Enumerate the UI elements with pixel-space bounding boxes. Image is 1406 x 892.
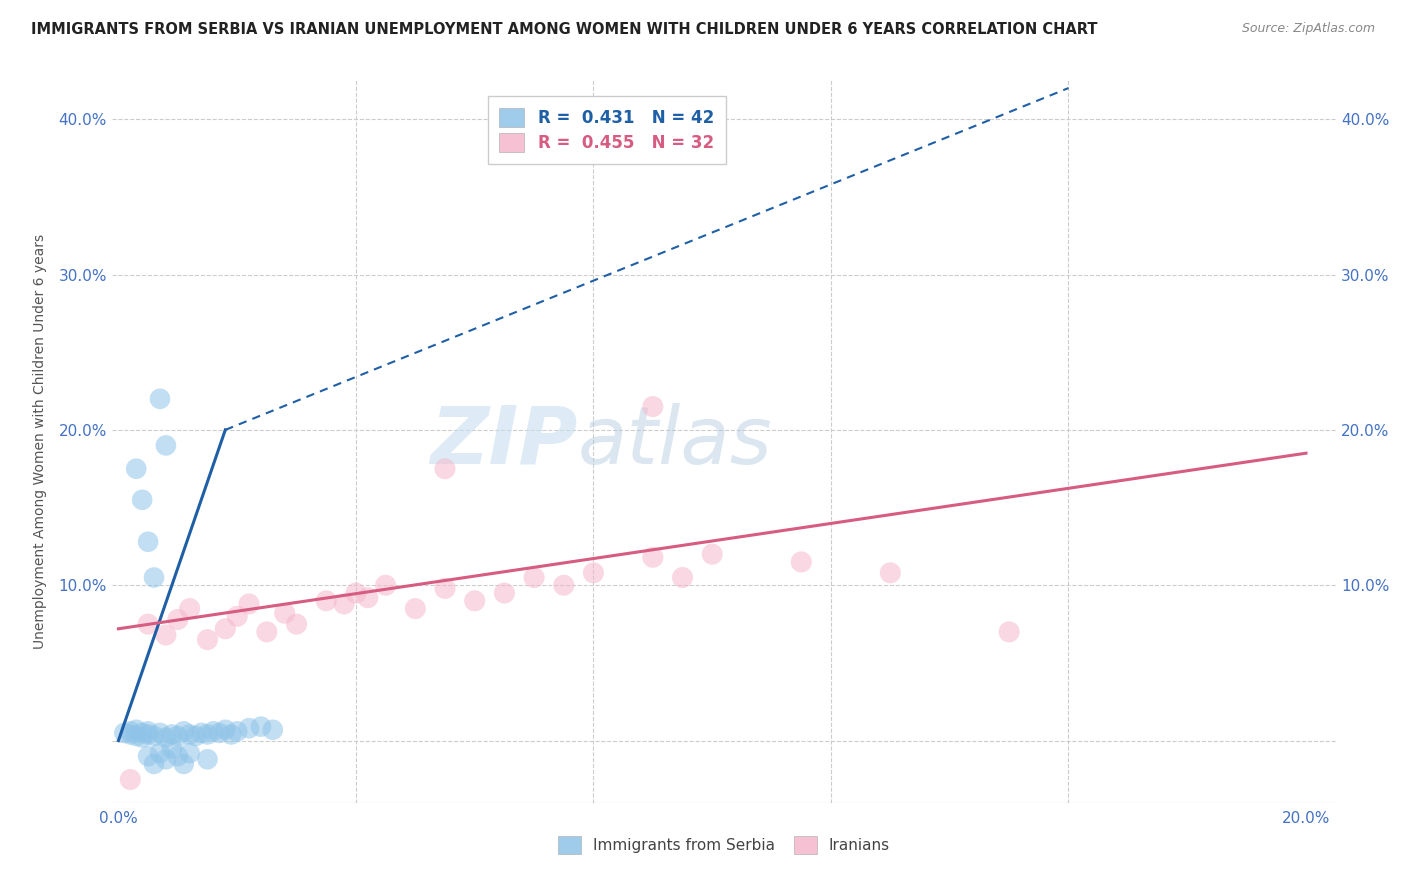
Point	[125, 461, 148, 475]
Point	[149, 726, 172, 740]
Point	[226, 609, 249, 624]
Text: Source: ZipAtlas.com: Source: ZipAtlas.com	[1241, 22, 1375, 36]
Point	[256, 624, 278, 639]
Y-axis label: Unemployment Among Women with Children Under 6 years: Unemployment Among Women with Children U…	[34, 234, 48, 649]
Point	[553, 578, 575, 592]
Point	[120, 724, 142, 739]
Point	[374, 578, 396, 592]
Point	[641, 550, 664, 565]
Point	[160, 727, 183, 741]
Point	[166, 729, 188, 743]
Point	[214, 622, 236, 636]
Point	[197, 632, 219, 647]
Point	[155, 731, 177, 745]
Point	[190, 726, 212, 740]
Point	[494, 586, 516, 600]
Point	[671, 570, 693, 584]
Point	[173, 756, 195, 771]
Point	[131, 726, 153, 740]
Point	[166, 749, 188, 764]
Point	[131, 492, 153, 507]
Point	[143, 570, 166, 584]
Text: ZIP: ZIP	[430, 402, 578, 481]
Point	[179, 727, 201, 741]
Point	[641, 400, 664, 414]
Point	[136, 727, 159, 741]
Point	[179, 601, 201, 615]
Point	[434, 582, 457, 596]
Point	[149, 392, 172, 406]
Point	[790, 555, 813, 569]
Text: IMMIGRANTS FROM SERBIA VS IRANIAN UNEMPLOYMENT AMONG WOMEN WITH CHILDREN UNDER 6: IMMIGRANTS FROM SERBIA VS IRANIAN UNEMPL…	[31, 22, 1098, 37]
Point	[160, 741, 183, 756]
Point	[702, 547, 724, 561]
Point	[238, 721, 260, 735]
Point	[197, 727, 219, 741]
Point	[120, 727, 142, 741]
Point	[166, 612, 188, 626]
Point	[155, 438, 177, 452]
Point	[136, 617, 159, 632]
Text: atlas: atlas	[578, 402, 772, 481]
Point	[136, 724, 159, 739]
Point	[214, 723, 236, 737]
Point	[202, 724, 225, 739]
Point	[998, 624, 1021, 639]
Point	[357, 591, 380, 605]
Point	[238, 597, 260, 611]
Point	[523, 570, 546, 584]
Point	[120, 772, 142, 787]
Point	[344, 586, 367, 600]
Point	[125, 729, 148, 743]
Point	[219, 727, 242, 741]
Point	[879, 566, 901, 580]
Point	[184, 729, 207, 743]
Point	[464, 594, 486, 608]
Point	[179, 746, 201, 760]
Point	[112, 726, 135, 740]
Point	[143, 756, 166, 771]
Point	[434, 461, 457, 475]
Point	[315, 594, 337, 608]
Point	[285, 617, 308, 632]
Point	[404, 601, 426, 615]
Point	[136, 534, 159, 549]
Point	[136, 749, 159, 764]
Point	[262, 723, 284, 737]
Point	[173, 724, 195, 739]
Legend: Immigrants from Serbia, Iranians: Immigrants from Serbia, Iranians	[553, 830, 896, 860]
Point	[143, 729, 166, 743]
Point	[273, 606, 295, 620]
Point	[125, 723, 148, 737]
Point	[582, 566, 605, 580]
Point	[197, 752, 219, 766]
Point	[208, 726, 231, 740]
Point	[155, 628, 177, 642]
Point	[250, 720, 273, 734]
Point	[333, 597, 356, 611]
Point	[226, 724, 249, 739]
Point	[149, 746, 172, 760]
Point	[155, 752, 177, 766]
Point	[131, 731, 153, 745]
